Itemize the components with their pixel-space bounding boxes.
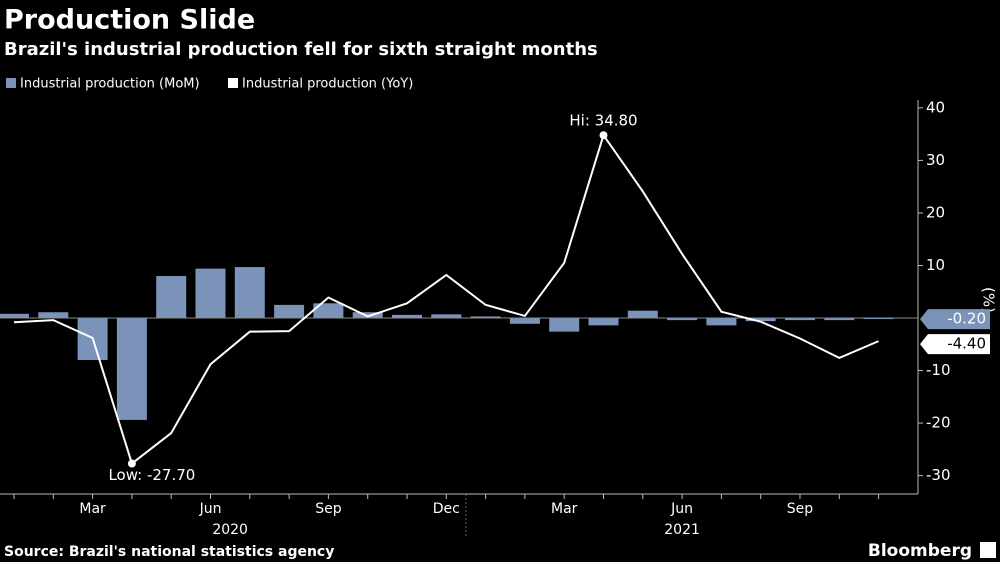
legend-label: Industrial production (YoY) bbox=[242, 77, 413, 92]
legend-swatch bbox=[228, 78, 238, 88]
chart-subtitle: Brazil's industrial production fell for … bbox=[4, 39, 598, 60]
x-tick-label: Mar bbox=[551, 501, 578, 517]
bar bbox=[274, 304, 305, 319]
x-tick-label: Sep bbox=[315, 501, 342, 517]
bar bbox=[509, 318, 540, 324]
bar bbox=[0, 313, 29, 319]
y-tick-label: -30 bbox=[926, 466, 951, 484]
bar bbox=[156, 275, 187, 319]
end-tag-label: -0.20 bbox=[947, 310, 986, 328]
bar bbox=[627, 310, 658, 319]
x-tick-label: Sep bbox=[787, 501, 814, 517]
x-tick-label: Jun bbox=[670, 501, 693, 517]
bar bbox=[313, 303, 344, 319]
source: Source: Brazil's national statistics age… bbox=[4, 544, 334, 560]
bar bbox=[785, 318, 815, 321]
year-label: 2020 bbox=[212, 522, 248, 538]
annotation-dot bbox=[599, 131, 608, 140]
chart-title: Production Slide bbox=[4, 5, 255, 36]
y-tick-label: 20 bbox=[926, 203, 945, 221]
y-tick-label: 30 bbox=[926, 151, 945, 169]
bar bbox=[38, 312, 69, 319]
y-tick-label: 10 bbox=[926, 256, 945, 274]
bar bbox=[392, 314, 422, 319]
x-tick-label: Mar bbox=[79, 501, 106, 517]
bar bbox=[588, 318, 619, 326]
bar bbox=[234, 267, 265, 319]
bar bbox=[195, 268, 226, 319]
bar bbox=[667, 318, 698, 321]
bar bbox=[706, 318, 737, 326]
bar bbox=[549, 318, 580, 332]
y-tick-label: -20 bbox=[926, 414, 951, 432]
x-tick-label: Dec bbox=[433, 501, 460, 517]
brand: Bloomberg bbox=[868, 541, 972, 561]
bar bbox=[824, 318, 855, 321]
end-tag bbox=[920, 334, 990, 355]
y-tick-label: -10 bbox=[926, 361, 951, 379]
bar bbox=[116, 318, 147, 420]
bar bbox=[470, 316, 501, 319]
y-axis-label: (%) bbox=[980, 287, 998, 313]
annotation: Low: -27.70 bbox=[108, 466, 195, 484]
end-tag bbox=[920, 309, 990, 330]
bar bbox=[352, 312, 383, 319]
year-label: 2021 bbox=[664, 522, 700, 538]
legend-label: Industrial production (MoM) bbox=[20, 77, 200, 92]
x-tick-label: Jun bbox=[199, 501, 222, 517]
end-tag-label: -4.40 bbox=[947, 335, 986, 353]
bar bbox=[863, 318, 894, 320]
legend-swatch bbox=[6, 78, 16, 88]
bar bbox=[431, 314, 462, 319]
brand-icon bbox=[980, 542, 996, 558]
bar bbox=[745, 318, 776, 322]
annotation: Hi: 34.80 bbox=[569, 112, 637, 130]
line bbox=[13, 132, 879, 466]
annotation-dot bbox=[127, 459, 136, 468]
y-tick-label: 40 bbox=[926, 98, 945, 116]
